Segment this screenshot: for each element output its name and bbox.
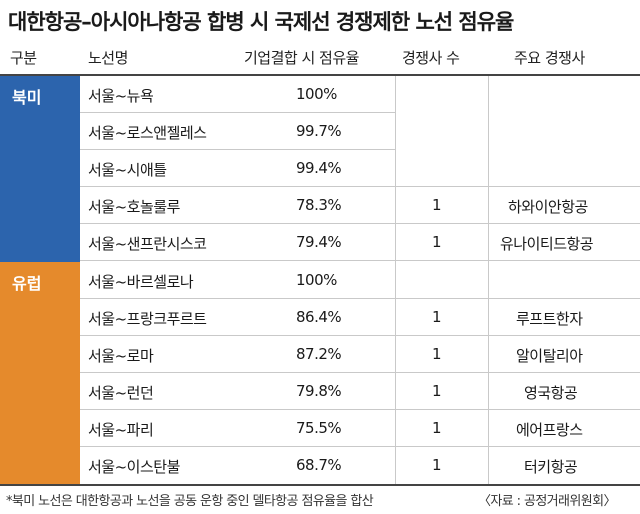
- route-name: 서울~이스탄불: [88, 458, 180, 476]
- page-title: 대한항공–아시아나항공 합병 시 국제선 경쟁제한 노선 점유율: [8, 10, 514, 34]
- route-name: 서울~프랑크푸르트: [88, 310, 207, 328]
- competitor-count: 1: [432, 196, 442, 214]
- share-value: 86.4%: [296, 308, 342, 326]
- main-rival: 루프트한자: [516, 310, 583, 328]
- header-rivals: 주요 경쟁사: [514, 49, 585, 67]
- share-value: 68.7%: [296, 456, 342, 474]
- main-rival: 하와이안항공: [508, 198, 588, 216]
- row-divider: [80, 149, 395, 150]
- table-row: 서울~로스앤젤레스 99.7%: [80, 113, 640, 150]
- header-region: 구분: [10, 49, 37, 67]
- route-name: 서울~파리: [88, 421, 154, 439]
- main-rival: 에어프랑스: [516, 421, 583, 439]
- row-divider: [80, 186, 640, 187]
- share-value: 87.2%: [296, 345, 342, 363]
- row-divider: [80, 335, 640, 336]
- route-name: 서울~샌프란시스코: [88, 235, 207, 253]
- bottom-rule: [0, 484, 640, 486]
- source-credit: 〈자료 : 공정거래위원회〉: [478, 494, 616, 509]
- table-row: 서울~프랑크푸르트 86.4% 1 루프트한자: [80, 299, 640, 336]
- competitor-count: 1: [432, 345, 442, 363]
- region-label-europe: 유럽: [12, 274, 42, 293]
- footnote: *북미 노선은 대한항공과 노선을 공동 운항 중인 델타항공 점유율을 합산: [6, 494, 374, 509]
- main-rival: 터키항공: [524, 458, 578, 476]
- row-divider: [80, 372, 640, 373]
- table-row: 서울~파리 75.5% 1 에어프랑스: [80, 410, 640, 447]
- route-name: 서울~바르셀로나: [88, 273, 194, 291]
- top-rule: [0, 74, 640, 76]
- table-row: 서울~로마 87.2% 1 알이탈리아: [80, 336, 640, 373]
- row-divider: [80, 298, 640, 299]
- share-value: 100%: [296, 85, 337, 103]
- share-value: 78.3%: [296, 196, 342, 214]
- route-name: 서울~로마: [88, 347, 154, 365]
- share-value: 79.4%: [296, 233, 342, 251]
- route-name: 서울~로스앤젤레스: [88, 124, 207, 142]
- competitor-count: 1: [432, 456, 442, 474]
- share-value: 99.4%: [296, 159, 342, 177]
- route-name: 서울~호놀룰루: [88, 198, 180, 216]
- column-divider: [395, 76, 396, 484]
- row-divider: [80, 260, 640, 261]
- main-rival: 알이탈리아: [516, 347, 583, 365]
- column-divider: [488, 76, 489, 484]
- row-divider: [80, 112, 395, 113]
- route-name: 서울~뉴욕: [88, 87, 154, 105]
- competitor-count: 1: [432, 419, 442, 437]
- competitor-count: 1: [432, 382, 442, 400]
- competitor-count: 1: [432, 308, 442, 326]
- main-rival: 영국항공: [524, 384, 578, 402]
- table-row: 서울~뉴욕 100%: [80, 76, 640, 113]
- table-row: 서울~호놀룰루 78.3% 1 하와이안항공: [80, 187, 640, 224]
- main-rival: 유나이티드항공: [500, 235, 594, 253]
- row-divider: [80, 409, 640, 410]
- table-header: 구분 노선명 기업결합 시 점유율 경쟁사 수 주요 경쟁사: [0, 40, 640, 72]
- share-value: 75.5%: [296, 419, 342, 437]
- region-north-america: 북미: [0, 76, 80, 262]
- route-name: 서울~시애틀: [88, 161, 167, 179]
- share-value: 79.8%: [296, 382, 342, 400]
- header-competitors: 경쟁사 수: [402, 49, 460, 67]
- row-divider: [80, 223, 640, 224]
- share-value: 100%: [296, 271, 337, 289]
- row-divider: [80, 446, 640, 447]
- region-label-north-america: 북미: [12, 88, 42, 107]
- table-row: 서울~시애틀 99.4%: [80, 150, 640, 187]
- header-share: 기업결합 시 점유율: [244, 49, 359, 67]
- region-europe: 유럽: [0, 262, 80, 484]
- table-row: 서울~런던 79.8% 1 영국항공: [80, 373, 640, 410]
- header-route: 노선명: [88, 49, 128, 67]
- table-row: 서울~바르셀로나 100%: [80, 262, 640, 299]
- competitor-count: 1: [432, 233, 442, 251]
- table-row: 서울~이스탄불 68.7% 1 터키항공: [80, 447, 640, 484]
- route-name: 서울~런던: [88, 384, 154, 402]
- share-value: 99.7%: [296, 122, 342, 140]
- table-row: 서울~샌프란시스코 79.4% 1 유나이티드항공: [80, 224, 640, 261]
